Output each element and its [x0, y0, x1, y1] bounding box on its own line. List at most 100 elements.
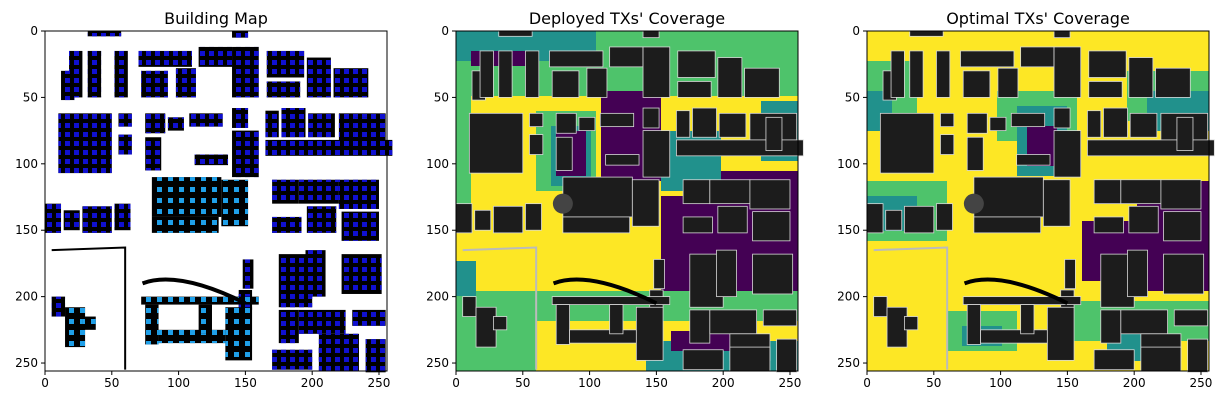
building: [682, 179, 711, 205]
tx-site-pattern: [141, 70, 168, 98]
tx-site-pattern: [352, 309, 386, 326]
building: [1020, 46, 1055, 68]
building: [1140, 346, 1182, 372]
tx-site-pattern: [308, 113, 335, 138]
tx-site-pattern: [65, 307, 86, 348]
building: [1093, 216, 1124, 234]
plot-frame: [44, 30, 388, 372]
tx-site-pattern: [318, 347, 359, 371]
tx-site-pattern: [221, 179, 249, 227]
building: [973, 176, 1044, 218]
panel-title: Building Map: [164, 9, 268, 28]
building: [1160, 179, 1202, 210]
building: [455, 203, 473, 234]
building: [677, 81, 712, 98]
tx-site-pattern: [145, 137, 162, 171]
tx-site-pattern: [265, 110, 279, 138]
y-tick-label: 200: [426, 290, 449, 304]
building: [474, 209, 492, 231]
building: [555, 112, 577, 134]
wall-outline: [462, 246, 538, 370]
building: [1120, 179, 1162, 205]
building: [1053, 107, 1071, 129]
tx-site-pattern: [272, 216, 302, 233]
y-tick-label: 50: [23, 90, 38, 104]
tx-site-pattern: [232, 108, 249, 128]
tx-site-pattern: [198, 304, 212, 334]
building: [555, 304, 570, 345]
building: [776, 338, 798, 373]
building: [752, 253, 794, 295]
building: [1128, 205, 1159, 234]
tx-site-pattern: [232, 31, 249, 38]
building: [1053, 130, 1082, 178]
building: [1088, 81, 1123, 98]
tx-site-pattern: [298, 309, 346, 334]
buildings-overlay: [455, 30, 804, 373]
x-tick-label: 250: [779, 376, 802, 390]
building: [493, 205, 524, 234]
tx-site-pattern: [118, 134, 132, 155]
building: [966, 304, 981, 345]
building: [1016, 154, 1051, 166]
panel-title: Optimal TXs' Coverage: [946, 9, 1130, 28]
tx-site-pattern: [198, 46, 233, 67]
plot-frame: [866, 30, 1210, 372]
building: [682, 216, 713, 234]
plot-frame: [455, 30, 799, 372]
building: [936, 50, 951, 98]
building: [1088, 50, 1127, 78]
building: [605, 154, 640, 166]
y-tick-label: 100: [426, 157, 449, 171]
building: [980, 329, 1048, 344]
building: [1087, 139, 1215, 157]
tx-site-pattern: [58, 113, 112, 174]
buildings-layer: [45, 31, 393, 373]
tx-site-pattern: [82, 316, 96, 330]
tx-site-pattern: [141, 296, 259, 305]
round-building: [963, 193, 984, 214]
y-tick-label: 250: [426, 356, 449, 370]
x-tick-label: 200: [712, 376, 735, 390]
y-axis: 0 50 100 150 200 250: [15, 24, 45, 370]
x-tick-label: 0: [452, 376, 460, 390]
building: [682, 349, 724, 371]
building: [1155, 67, 1191, 98]
building: [692, 107, 717, 138]
buildings-overlay: [866, 30, 1215, 373]
building: [904, 205, 935, 234]
tx-site-pattern: [266, 50, 305, 78]
building: [525, 50, 540, 98]
building: [562, 216, 631, 234]
building: [529, 134, 544, 155]
tx-site-pattern: [145, 304, 159, 345]
building: [468, 112, 524, 174]
x-axis: 0 50 100 150 200 250: [863, 371, 1212, 390]
building: [529, 112, 544, 128]
building: [676, 139, 804, 157]
y-axis: 0 50 100 150 200 250: [837, 24, 867, 370]
tx-site-pattern: [151, 216, 219, 233]
building: [718, 112, 747, 138]
building: [1093, 179, 1122, 205]
building: [642, 130, 671, 178]
tx-site-pattern: [167, 117, 184, 131]
x-tick-label: 0: [41, 376, 49, 390]
panel-deployed-coverage: Deployed TXs' Coverage: [426, 9, 804, 390]
x-tick-label: 50: [104, 376, 119, 390]
building: [1120, 309, 1168, 335]
building: [562, 176, 633, 218]
tx-site-pattern: [278, 309, 299, 344]
x-tick-label: 100: [989, 376, 1012, 390]
building: [569, 329, 637, 344]
building: [966, 112, 988, 134]
building: [762, 309, 798, 327]
building: [716, 249, 737, 298]
panel-title: Deployed TXs' Coverage: [529, 9, 725, 28]
x-tick-label: 150: [1056, 376, 1079, 390]
tx-site-pattern: [272, 179, 299, 204]
building: [885, 209, 903, 231]
y-tick-label: 150: [837, 223, 860, 237]
tx-site-pattern: [189, 113, 223, 127]
building: [1064, 259, 1076, 290]
